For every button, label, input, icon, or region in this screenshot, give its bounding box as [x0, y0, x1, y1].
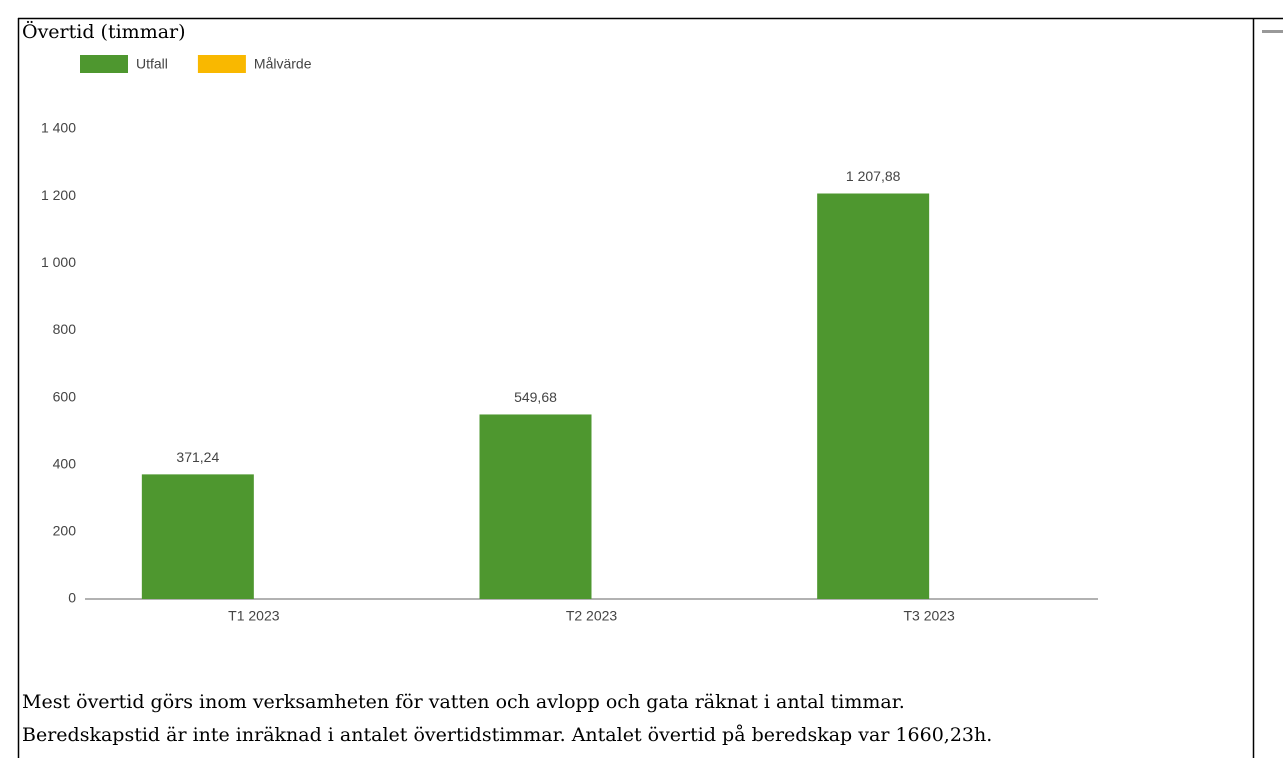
- y-tick-label: 1 400: [41, 120, 76, 136]
- data-label: 371,24: [176, 449, 219, 465]
- x-tick-label: T1 2023: [228, 608, 280, 624]
- y-tick-label: 1 200: [41, 187, 76, 203]
- paragraph-line: Beredskapstid är inte inräknad i antalet…: [22, 724, 992, 746]
- data-label: 549,68: [514, 389, 557, 405]
- y-tick-label: 0: [68, 590, 76, 606]
- legend-swatch: [80, 55, 128, 73]
- y-tick-label: 600: [53, 388, 77, 404]
- legend-label: Målvärde: [254, 56, 312, 72]
- scroll-indicator: [1262, 30, 1283, 33]
- bar: [479, 414, 592, 599]
- chart-title: Övertid (timmar): [22, 20, 186, 43]
- y-tick-label: 400: [53, 455, 77, 471]
- legend-swatch: [197, 55, 246, 73]
- y-tick-label: 200: [53, 523, 77, 539]
- x-tick-label: T3 2023: [903, 608, 955, 624]
- x-tick-label: T2 2023: [566, 608, 618, 624]
- data-label: 1 207,88: [846, 168, 901, 184]
- paragraph-line: Mest övertid görs inom verksamheten för …: [22, 691, 905, 713]
- bar: [141, 474, 254, 599]
- y-tick-label: 800: [53, 321, 77, 337]
- legend-label: Utfall: [136, 56, 168, 72]
- bar: [817, 193, 930, 599]
- y-tick-label: 1 000: [41, 254, 76, 270]
